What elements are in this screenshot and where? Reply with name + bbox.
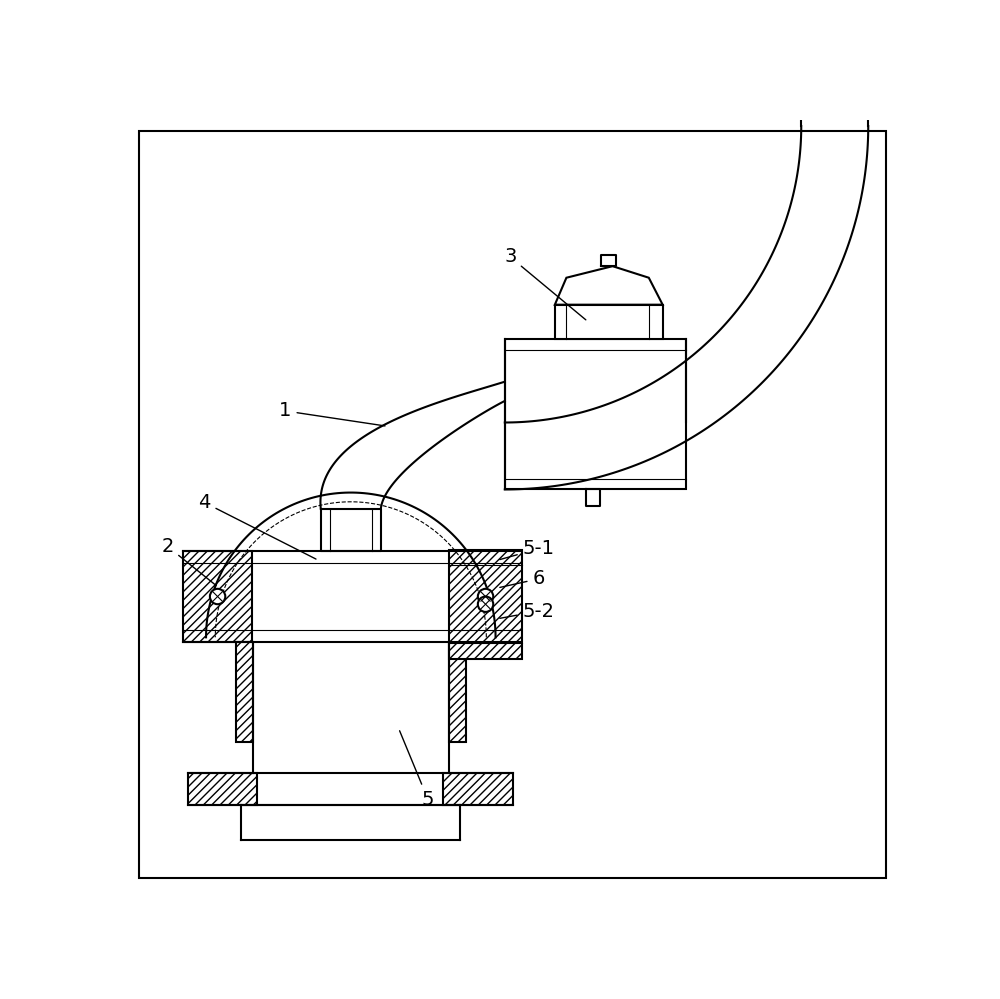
Text: 6: 6 [500, 569, 545, 588]
Polygon shape [505, 340, 686, 490]
Circle shape [478, 588, 493, 604]
Polygon shape [236, 642, 253, 742]
Polygon shape [451, 551, 520, 642]
Polygon shape [555, 266, 663, 305]
Text: 3: 3 [504, 248, 586, 320]
Text: 1: 1 [279, 402, 385, 426]
Polygon shape [555, 305, 663, 340]
Circle shape [478, 596, 493, 612]
Text: 2: 2 [161, 536, 216, 585]
Polygon shape [188, 773, 257, 805]
Polygon shape [183, 551, 252, 642]
Circle shape [210, 588, 225, 604]
Polygon shape [449, 549, 522, 659]
Polygon shape [449, 642, 466, 742]
Text: 4: 4 [198, 494, 316, 559]
Text: 5-1: 5-1 [500, 539, 555, 559]
Polygon shape [443, 773, 512, 805]
Text: 5: 5 [400, 730, 434, 808]
Text: 5-2: 5-2 [500, 601, 555, 620]
